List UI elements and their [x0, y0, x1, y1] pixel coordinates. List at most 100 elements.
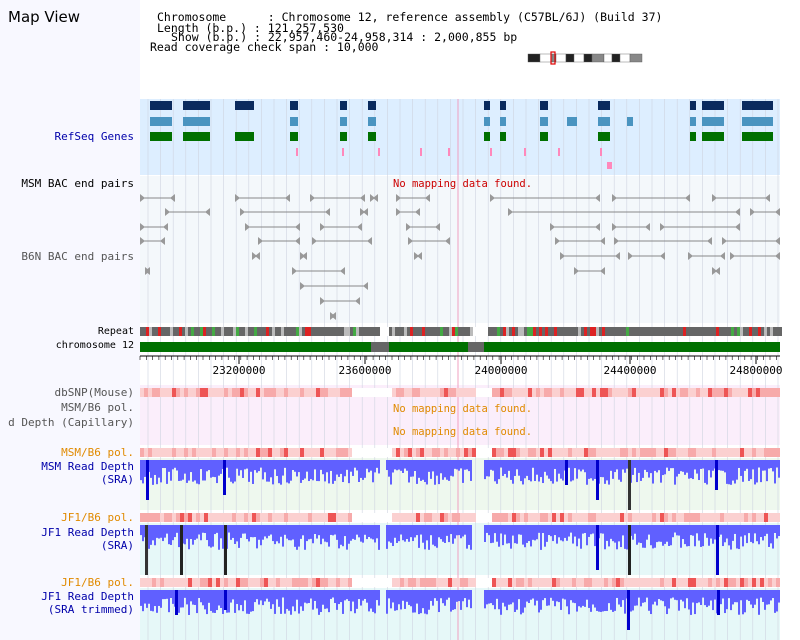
- repeat-segment: [284, 327, 287, 336]
- track-label-jf1-trimmed[interactable]: JF1 Read Depth: [41, 590, 134, 603]
- read-depth-bar: [194, 525, 196, 540]
- read-depth-bar: [560, 525, 562, 541]
- repeat-segment: [431, 327, 434, 336]
- polymorphism-cell: [652, 578, 656, 587]
- repeat-segment: [758, 327, 761, 336]
- polymorphism-cell: [400, 578, 404, 587]
- read-depth-bar: [184, 525, 186, 545]
- polymorphism-cell: [652, 513, 656, 522]
- read-depth-bar: [278, 590, 280, 607]
- track-label-msm-b6-pol-2[interactable]: MSM/B6 pol.: [61, 446, 134, 459]
- read-depth-bar: [252, 590, 254, 612]
- read-depth-bar: [434, 460, 436, 485]
- polymorphism-cell: [364, 513, 368, 522]
- read-depth-bar: [578, 460, 580, 470]
- polymorphism-cell: [308, 513, 312, 522]
- track-label-msm-b6-pol[interactable]: MSM/B6 pol.: [61, 401, 134, 414]
- read-depth-bar: [514, 460, 516, 476]
- track-label-refseq[interactable]: RefSeq Genes: [54, 130, 134, 143]
- read-depth-bar: [184, 460, 186, 474]
- track-label-msm-read-depth[interactable]: MSM Read Depth: [41, 460, 134, 473]
- read-depth-bar: [326, 525, 328, 543]
- read-depth-peak: [223, 460, 226, 495]
- track-label-jf1-b6-pol-2[interactable]: JF1/B6 pol.: [61, 576, 134, 589]
- track-label-jf1-b6-pol[interactable]: JF1/B6 pol.: [61, 511, 134, 524]
- polymorphism-cell: [252, 448, 256, 457]
- read-depth-bar: [448, 590, 450, 598]
- bac-end-marker: [628, 252, 633, 260]
- polymorphism-cell: [244, 388, 248, 397]
- track-label-b6n-bac[interactable]: B6N BAC end pairs: [21, 250, 134, 263]
- polymorphism-cell: [160, 578, 164, 587]
- read-depth-bar: [286, 590, 288, 609]
- repeat-segment: [242, 327, 245, 336]
- read-depth-bar: [378, 460, 380, 474]
- read-depth-bar: [770, 590, 772, 601]
- polymorphism-cell: [216, 448, 220, 457]
- refseq-gene: [340, 101, 347, 110]
- polymorphism-cell: [548, 513, 552, 522]
- read-depth-bar: [698, 590, 700, 603]
- track-label-msm-bac[interactable]: MSM BAC end pairs: [21, 177, 134, 190]
- polymorphism-cell: [512, 513, 516, 522]
- polymorphism-cell: [208, 578, 212, 587]
- track-label-chromosome[interactable]: chromosome 12: [55, 340, 134, 351]
- repeat-segment: [569, 327, 572, 336]
- read-depth-bar: [642, 590, 644, 603]
- read-depth-bar: [762, 460, 764, 471]
- read-depth-bar: [156, 590, 158, 613]
- read-depth-bar: [684, 460, 686, 475]
- refseq-gene: [368, 132, 376, 141]
- read-depth-bar: [626, 525, 628, 550]
- polymorphism-cell: [492, 513, 496, 522]
- read-depth-bar: [154, 525, 156, 546]
- read-depth-bar: [464, 590, 466, 599]
- track-label-dbsnp[interactable]: dbSNP(Mouse): [54, 386, 134, 399]
- polymorphism-cell: [388, 388, 392, 397]
- read-depth-bar: [658, 460, 660, 471]
- read-depth-bar: [320, 590, 322, 613]
- read-depth-bar: [764, 460, 766, 471]
- read-depth-bar: [430, 460, 432, 479]
- repeat-segment: [152, 327, 155, 336]
- track-label-read-depth-capillary[interactable]: d Depth (Capillary): [8, 416, 134, 429]
- bac-end-marker: [302, 252, 307, 260]
- repeat-segment: [338, 327, 341, 336]
- read-depth-bar: [336, 525, 338, 540]
- read-depth-bar: [430, 590, 432, 601]
- polymorphism-cell: [604, 578, 608, 587]
- repeat-segment: [482, 327, 485, 336]
- polymorphism-cell: [140, 448, 144, 457]
- repeat-segment: [392, 327, 395, 336]
- polymorphism-cell: [292, 448, 296, 457]
- read-depth-bar: [422, 590, 424, 609]
- read-depth-bar: [552, 460, 554, 484]
- polymorphism-cell: [580, 388, 584, 397]
- read-depth-peak: [596, 460, 599, 500]
- read-depth-bar: [690, 590, 692, 615]
- polymorphism-cell: [728, 448, 732, 457]
- polymorphism-cell: [152, 388, 156, 397]
- read-depth-bar: [284, 525, 286, 535]
- polymorphism-cell: [720, 578, 724, 587]
- read-depth-bar: [178, 525, 180, 548]
- polymorphism-cell: [404, 448, 408, 457]
- read-depth-bar: [542, 460, 544, 484]
- read-depth-bar: [550, 525, 552, 537]
- axis-tick-label: 23200000: [212, 364, 266, 377]
- repeat-segment: [746, 327, 749, 336]
- track-label-jf1-read-depth[interactable]: JF1 Read Depth: [41, 526, 134, 539]
- read-depth-bar: [454, 525, 456, 539]
- polymorphism-cell: [508, 388, 512, 397]
- read-depth-bar: [556, 525, 558, 544]
- bac-end-marker: [355, 297, 360, 305]
- read-depth-bar: [652, 590, 654, 605]
- polymorphism-cell: [220, 388, 224, 397]
- polymorphism-cell: [480, 578, 484, 587]
- read-depth-bar: [168, 525, 170, 545]
- read-depth-bar: [292, 590, 294, 607]
- read-depth-bar: [544, 460, 546, 472]
- read-depth-bar: [674, 590, 676, 600]
- track-label-repeat[interactable]: Repeat: [97, 326, 134, 337]
